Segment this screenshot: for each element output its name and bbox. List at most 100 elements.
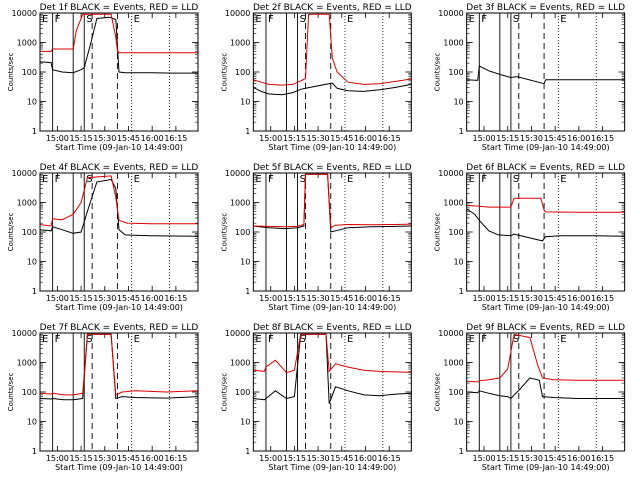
y-tick-label: 100 — [235, 388, 250, 397]
y-tick-label: 1 — [245, 447, 250, 456]
x-tick-label: 15:45 — [117, 454, 140, 463]
marker-label: E — [347, 14, 353, 25]
x-tick-label: 15:15 — [283, 294, 306, 303]
plot-frame — [466, 172, 626, 292]
series-events — [39, 178, 199, 237]
series-events — [253, 333, 412, 404]
x-tick-label: 15:45 — [330, 294, 353, 303]
y-tick-label: 1000 — [443, 359, 463, 368]
x-tick-label: 16:00 — [141, 454, 164, 463]
marker-label: E — [560, 334, 566, 345]
y-tick-label: 1000 — [230, 199, 250, 208]
x-tick-label: 16:00 — [567, 134, 590, 143]
panel-title: Det 2f BLACK = Events, RED = LLD — [253, 3, 412, 13]
panel-det-8: Det 8f BLACK = Events, RED = LLD 1 10 100 10… — [220, 323, 412, 472]
y-tick-label: 1 — [459, 287, 464, 296]
marker-label: F — [481, 14, 487, 25]
x-tick-label: 15:00 — [259, 454, 282, 463]
x-tick-label: 15:45 — [330, 134, 353, 143]
y-tick-label: 1000 — [17, 39, 37, 48]
x-tick-label: 15:00 — [259, 294, 282, 303]
y-tick-label: 1000 — [443, 39, 463, 48]
x-axis-label: Start Time (09-Jan-10 14:49:00) — [55, 463, 183, 472]
x-axis-label: Start Time (09-Jan-10 14:49:00) — [482, 303, 610, 312]
x-tick-label: 15:00 — [46, 454, 69, 463]
panel-title: Det 6f BLACK = Events, RED = LLD — [466, 163, 625, 173]
y-tick-label: 10 — [453, 418, 463, 427]
marker-label: E — [42, 14, 48, 25]
plot-frame — [466, 332, 626, 452]
y-tick-label: 10 — [453, 98, 463, 107]
series-events — [39, 16, 198, 74]
panel-det-3: Det 3f BLACK = Events, RED = LLD 1 10 100 10… — [434, 3, 626, 152]
y-tick-label: 1 — [459, 127, 464, 136]
x-tick-label: 15:00 — [46, 134, 69, 143]
y-tick-label: 1 — [32, 287, 37, 296]
x-tick-label: 16:15 — [378, 454, 401, 463]
x-tick-label: 16:00 — [141, 134, 164, 143]
x-axis-label: Start Time (09-Jan-10 14:49:00) — [55, 143, 183, 152]
plot-frame — [252, 172, 412, 292]
x-tick-label: 16:00 — [567, 454, 590, 463]
x-tick-label: 16:15 — [164, 134, 187, 143]
y-tick-label: 100 — [22, 228, 37, 237]
x-axis-label: Start Time (09-Jan-10 14:49:00) — [268, 143, 396, 152]
marker-label: E — [347, 334, 353, 345]
y-tick-label: 1 — [459, 447, 464, 456]
y-axis-label: Counts/sec — [7, 53, 15, 92]
plot-frame — [252, 12, 412, 132]
x-tick-label: 15:30 — [520, 454, 543, 463]
marker-label: F — [55, 334, 61, 345]
marker-label: E — [560, 14, 566, 25]
panel-title: Det 9f BLACK = Events, RED = LLD — [466, 323, 625, 333]
y-axis-label: Counts/sec — [220, 373, 228, 412]
x-tick-label: 15:15 — [70, 294, 93, 303]
panel-title: Det 4f BLACK = Events, RED = LLD — [40, 163, 199, 173]
marker-label: E — [469, 334, 475, 345]
y-tick-label: 10 — [240, 258, 250, 267]
marker-label: E — [134, 174, 140, 185]
panel-title: Det 7f BLACK = Events, RED = LLD — [40, 323, 199, 333]
y-axis-label: Counts/sec — [434, 213, 442, 252]
marker-label: F — [55, 14, 61, 25]
x-tick-label: 16:15 — [164, 294, 187, 303]
x-axis-label: Start Time (09-Jan-10 14:49:00) — [482, 463, 610, 472]
x-tick-label: 15:45 — [117, 294, 140, 303]
marker-label: E — [347, 174, 353, 185]
x-axis-label: Start Time (09-Jan-10 14:49:00) — [482, 143, 610, 152]
x-tick-label: 15:00 — [473, 454, 496, 463]
y-tick-label: 100 — [448, 228, 463, 237]
panel-title: Det 5f BLACK = Events, RED = LLD — [253, 163, 412, 173]
series-lld — [39, 333, 199, 396]
plot-frame — [39, 172, 199, 292]
marker-label: E — [134, 14, 140, 25]
marker-label: E — [469, 174, 475, 185]
y-tick-label: 10 — [453, 258, 463, 267]
panel-det-7: Det 7f BLACK = Events, RED = LLD 1 10 100 10… — [7, 323, 199, 472]
x-tick-label: 16:00 — [567, 294, 590, 303]
y-tick-label: 100 — [22, 388, 37, 397]
y-tick-label: 10000 — [438, 9, 463, 18]
series-events — [39, 333, 199, 401]
x-tick-label: 16:15 — [164, 454, 187, 463]
y-tick-label: 10000 — [12, 329, 37, 338]
x-tick-label: 15:00 — [259, 134, 282, 143]
x-tick-label: 15:30 — [520, 134, 543, 143]
panel-det-1: Det 1f BLACK = Events, RED = LLD 1 10 100 10… — [7, 3, 199, 152]
panel-det-9: Det 9f BLACK = Events, RED = LLD 1 10 100 10… — [434, 323, 626, 472]
series-lld — [253, 173, 412, 229]
marker-label: S — [300, 14, 306, 25]
y-tick-label: 10 — [27, 418, 37, 427]
marker-label: F — [268, 14, 274, 25]
x-tick-label: 15:30 — [93, 134, 116, 143]
x-tick-label: 15:15 — [70, 134, 93, 143]
x-tick-label: 15:15 — [283, 134, 306, 143]
y-tick-label: 1000 — [17, 199, 37, 208]
x-tick-label: 16:15 — [591, 134, 614, 143]
x-tick-label: 15:00 — [473, 134, 496, 143]
marker-label: E — [255, 174, 261, 185]
y-tick-label: 1000 — [230, 39, 250, 48]
marker-label: S — [86, 334, 92, 345]
